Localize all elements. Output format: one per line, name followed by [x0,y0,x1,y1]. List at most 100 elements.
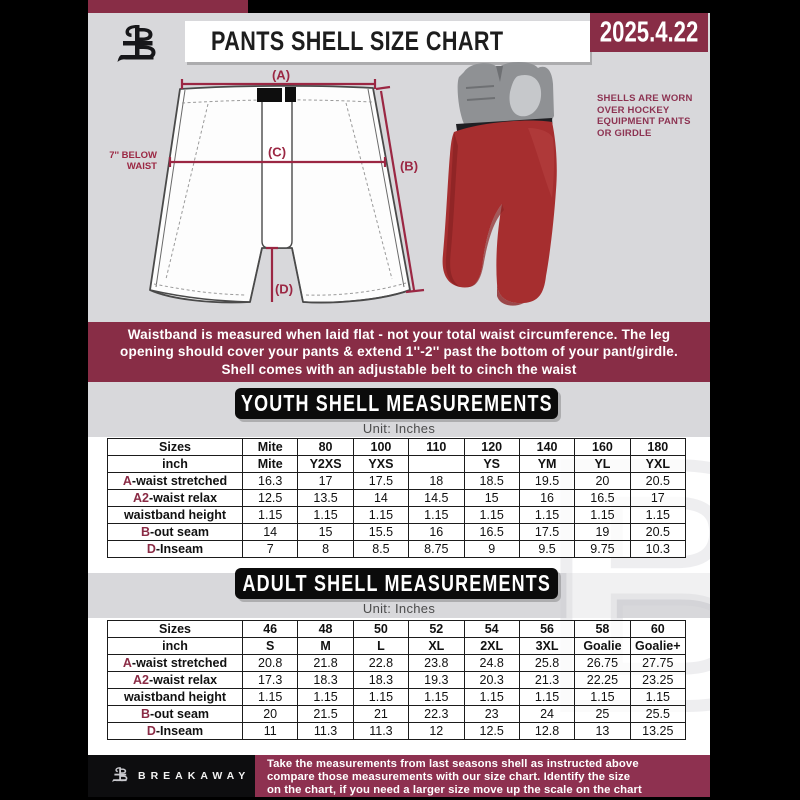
size-cell: YM [518,455,576,473]
size-cell: 1.15 [574,506,631,524]
size-cell: 20.8 [241,654,299,672]
table-row: A2-waist relax 17.3 18.3 18.3 19.3 20.3 21.3 22… [107,671,687,689]
size-cell: 25.5 [629,705,687,723]
row-label: Sizes [107,438,243,456]
shell-over-girdle-photo [442,62,557,306]
breakaway-logo-icon [117,25,156,62]
breakaway-logo-icon [112,766,128,782]
size-cell: 17 [297,472,354,490]
size-cell: 20 [574,472,631,490]
table-row: A-waist stretched 16.3 17 17.5 18 18.5 19.5 20 2… [107,472,687,490]
size-cell: 15 [297,523,354,541]
size-cell: 9.5 [518,540,576,558]
size-cell: 12 [408,722,465,740]
size-cell: 1.15 [241,506,299,524]
size-cell: 20.5 [629,472,687,490]
size-cell: 3XL [518,637,576,655]
row-label: A2-waist relax [107,489,243,507]
size-cell: 50 [352,620,410,638]
size-cell: 100 [352,438,410,456]
diagram-label-a: (A) [271,67,291,83]
size-cell: 12.5 [241,489,299,507]
size-cell: 21.8 [297,654,354,672]
diagram-label-c: (C) [267,144,287,160]
size-cell: 17 [629,489,687,507]
size-cell: 12.8 [518,722,576,740]
top-accent-tab [88,0,248,14]
size-cell: 18.3 [297,671,354,689]
size-cell: 15.5 [352,523,410,541]
table-row: B-out seam 20 21.5 21 22.3 23 24 25 25.5 [107,705,687,723]
size-cell: Mite [241,438,299,456]
size-cell: L [352,637,410,655]
size-cell: 18 [408,472,465,490]
size-cell: 25 [574,705,631,723]
measure-line-c [168,157,387,167]
size-cell: 12.5 [463,722,520,740]
size-cell: 1.15 [408,688,465,706]
footer: BREAKAWAY Take the measurements from las… [88,755,710,797]
adult-size-table: Sizes 46 48 50 52 54 56 58 60 inch S M L XL 2XL 3XL Goal… [107,620,687,740]
row-label: A-waist stretched [107,472,243,490]
row-label: D-Inseam [107,540,243,558]
size-cell: 22.25 [574,671,631,689]
size-cell: 23.8 [408,654,465,672]
size-cell: 1.15 [352,688,410,706]
footer-instructions: Take the measurements from last seasons … [255,755,710,797]
measure-line-d [266,246,278,302]
size-cell: 14.5 [408,489,465,507]
table-row: waistband height 1.15 1.15 1.15 1.15 1.15 1.15… [107,688,687,706]
size-cell: 16.5 [463,523,520,541]
size-cell: 1.15 [241,688,299,706]
table-row: waistband height 1.15 1.15 1.15 1.15 1.15 1.15… [107,506,687,524]
size-cell: 1.15 [352,506,410,524]
size-cell: 1.15 [297,688,354,706]
size-cell: 24.8 [463,654,520,672]
size-cell: 1.15 [518,506,576,524]
size-cell: 7 [241,540,299,558]
size-cell: 48 [297,620,354,638]
youth-size-table: Sizes Mite 80 100 110 120 140 160 180 inch Mite Y2X… [107,438,687,558]
size-cell: 56 [518,620,576,638]
size-cell: S [241,637,299,655]
table-row: B-out seam 14 15 15.5 16 16.5 17.5 19 20.5 [107,523,687,541]
size-cell: 1.15 [629,688,687,706]
size-cell: YL [574,455,631,473]
size-cell: 1.15 [518,688,576,706]
size-cell: 9 [463,540,520,558]
size-cell: 19.5 [518,472,576,490]
size-cell: 13.5 [297,489,354,507]
size-cell: 24 [518,705,576,723]
size-cell: YXL [629,455,687,473]
size-cell: 1.15 [297,506,354,524]
size-cell: 16 [518,489,576,507]
shorts-measurement-diagram [149,79,425,304]
table-row: D-Inseam 11 11.3 11.3 12 12.5 12.8 13 13.25 [107,722,687,740]
size-cell: 16.5 [574,489,631,507]
youth-section-banner: YOUTH SHELL MEASUREMENTS [235,388,558,419]
size-cell: 1.15 [629,506,687,524]
row-label: inch [107,637,243,655]
table-row: Sizes Mite 80 100 110 120 140 160 180 [107,438,687,456]
date-badge: 2025.4.22 [590,13,708,52]
title-bar: PANTS SHELL SIZE CHART [185,21,590,62]
size-cell: 52 [408,620,465,638]
diagram-label-d: (D) [274,281,294,297]
size-cell: 60 [629,620,687,638]
size-cell: 11.3 [352,722,410,740]
size-cell: 18.3 [352,671,410,689]
size-cell: M [297,637,354,655]
size-cell: 54 [463,620,520,638]
size-cell: 11 [241,722,299,740]
content-sheet: PANTS SHELL SIZE CHART 2025.4.22 [88,13,710,797]
size-cell: 8.75 [408,540,465,558]
footer-brand: BREAKAWAY [88,755,255,797]
row-label: D-Inseam [107,722,243,740]
table-row: inch Mite Y2XS YXS YS YM YL YXL [107,455,687,473]
row-label: B-out seam [107,705,243,723]
size-cell: 21 [352,705,410,723]
photo-caption: SHELLS ARE WORN OVER HOCKEY EQUIPMENT PA… [597,93,693,139]
table-row: D-Inseam 7 8 8.5 8.75 9 9.5 9.75 10.3 [107,540,687,558]
size-cell: 160 [574,438,631,456]
size-cell: 1.15 [463,688,520,706]
